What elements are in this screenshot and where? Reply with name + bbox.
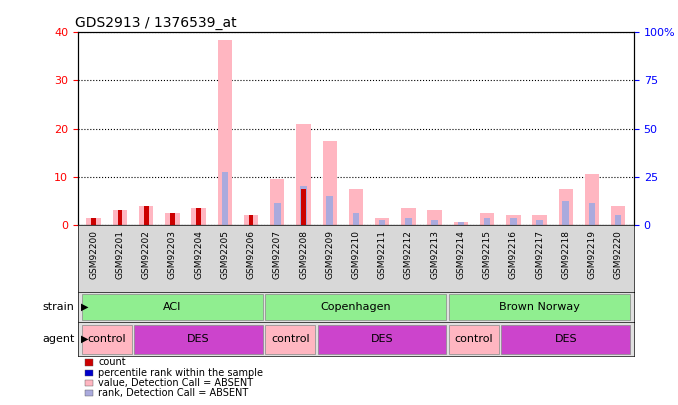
Bar [82, 294, 263, 320]
Bar [584, 174, 599, 225]
Bar [353, 213, 359, 225]
Bar [326, 196, 333, 225]
Bar [87, 217, 101, 225]
Bar [375, 217, 389, 225]
Text: GSM92200: GSM92200 [89, 230, 98, 279]
Text: GSM92207: GSM92207 [273, 230, 282, 279]
Bar [113, 210, 127, 225]
Bar [611, 205, 625, 225]
Text: DES: DES [555, 334, 577, 344]
Bar [134, 325, 263, 354]
Text: GSM92209: GSM92209 [325, 230, 334, 279]
Text: agent: agent [42, 334, 75, 344]
Text: rank, Detection Call = ABSENT: rank, Detection Call = ABSENT [98, 388, 249, 398]
Bar [506, 215, 521, 225]
Bar [266, 325, 315, 354]
Bar [405, 217, 412, 225]
Text: strain: strain [43, 302, 75, 312]
Text: percentile rank within the sample: percentile rank within the sample [98, 368, 263, 377]
Bar [222, 172, 228, 225]
Text: GSM92201: GSM92201 [115, 230, 125, 279]
Bar [480, 213, 494, 225]
Bar [563, 201, 569, 225]
Text: GSM92220: GSM92220 [614, 230, 622, 279]
Bar [536, 220, 543, 225]
Text: value, Detection Call = ABSENT: value, Detection Call = ABSENT [98, 378, 254, 388]
Bar [266, 294, 446, 320]
Text: Copenhagen: Copenhagen [321, 302, 391, 312]
Bar [510, 217, 517, 225]
Text: GSM92203: GSM92203 [168, 230, 177, 279]
Bar [348, 189, 363, 225]
Bar [144, 205, 148, 225]
Bar [449, 294, 630, 320]
Text: GSM92204: GSM92204 [194, 230, 203, 279]
Text: GSM92210: GSM92210 [351, 230, 361, 279]
Bar [484, 217, 490, 225]
Bar [615, 215, 622, 225]
Bar [454, 222, 468, 225]
Bar [270, 179, 285, 225]
Text: GSM92206: GSM92206 [247, 230, 256, 279]
Text: GSM92218: GSM92218 [561, 230, 570, 279]
Bar [532, 215, 546, 225]
Bar [318, 325, 446, 354]
Bar [92, 217, 96, 225]
Text: GSM92212: GSM92212 [404, 230, 413, 279]
Text: count: count [98, 358, 126, 367]
Bar [301, 189, 306, 225]
Text: ▶: ▶ [81, 302, 89, 312]
Text: ▶: ▶ [81, 334, 89, 344]
Text: GSM92205: GSM92205 [220, 230, 229, 279]
Text: GSM92202: GSM92202 [142, 230, 151, 279]
Text: GSM92216: GSM92216 [508, 230, 518, 279]
Bar [323, 141, 337, 225]
Text: GDS2913 / 1376539_at: GDS2913 / 1376539_at [75, 16, 237, 30]
Bar [249, 215, 254, 225]
Text: Brown Norway: Brown Norway [499, 302, 580, 312]
Bar [431, 220, 438, 225]
Text: GSM92215: GSM92215 [483, 230, 492, 279]
Bar [458, 222, 464, 225]
Bar [300, 186, 306, 225]
Text: control: control [455, 334, 494, 344]
Bar [196, 208, 201, 225]
Bar [589, 203, 595, 225]
Text: GSM92214: GSM92214 [456, 230, 465, 279]
Text: GSM92217: GSM92217 [535, 230, 544, 279]
Bar [379, 220, 386, 225]
Bar [170, 213, 175, 225]
Text: ACI: ACI [163, 302, 182, 312]
Bar [218, 40, 232, 225]
Text: GSM92213: GSM92213 [430, 230, 439, 279]
Bar [274, 203, 281, 225]
Text: GSM92211: GSM92211 [378, 230, 386, 279]
Bar [82, 325, 132, 354]
Text: DES: DES [187, 334, 210, 344]
Bar [191, 208, 206, 225]
Bar [449, 325, 499, 354]
Bar [427, 210, 442, 225]
Bar [296, 124, 311, 225]
Bar [559, 189, 573, 225]
Text: control: control [87, 334, 126, 344]
Bar [117, 210, 122, 225]
Text: GSM92219: GSM92219 [587, 230, 597, 279]
Text: DES: DES [371, 334, 393, 344]
Bar [502, 325, 630, 354]
Text: GSM92208: GSM92208 [299, 230, 308, 279]
Bar [139, 205, 153, 225]
Text: control: control [271, 334, 310, 344]
Bar [165, 213, 180, 225]
Bar [401, 208, 416, 225]
Bar [244, 215, 258, 225]
